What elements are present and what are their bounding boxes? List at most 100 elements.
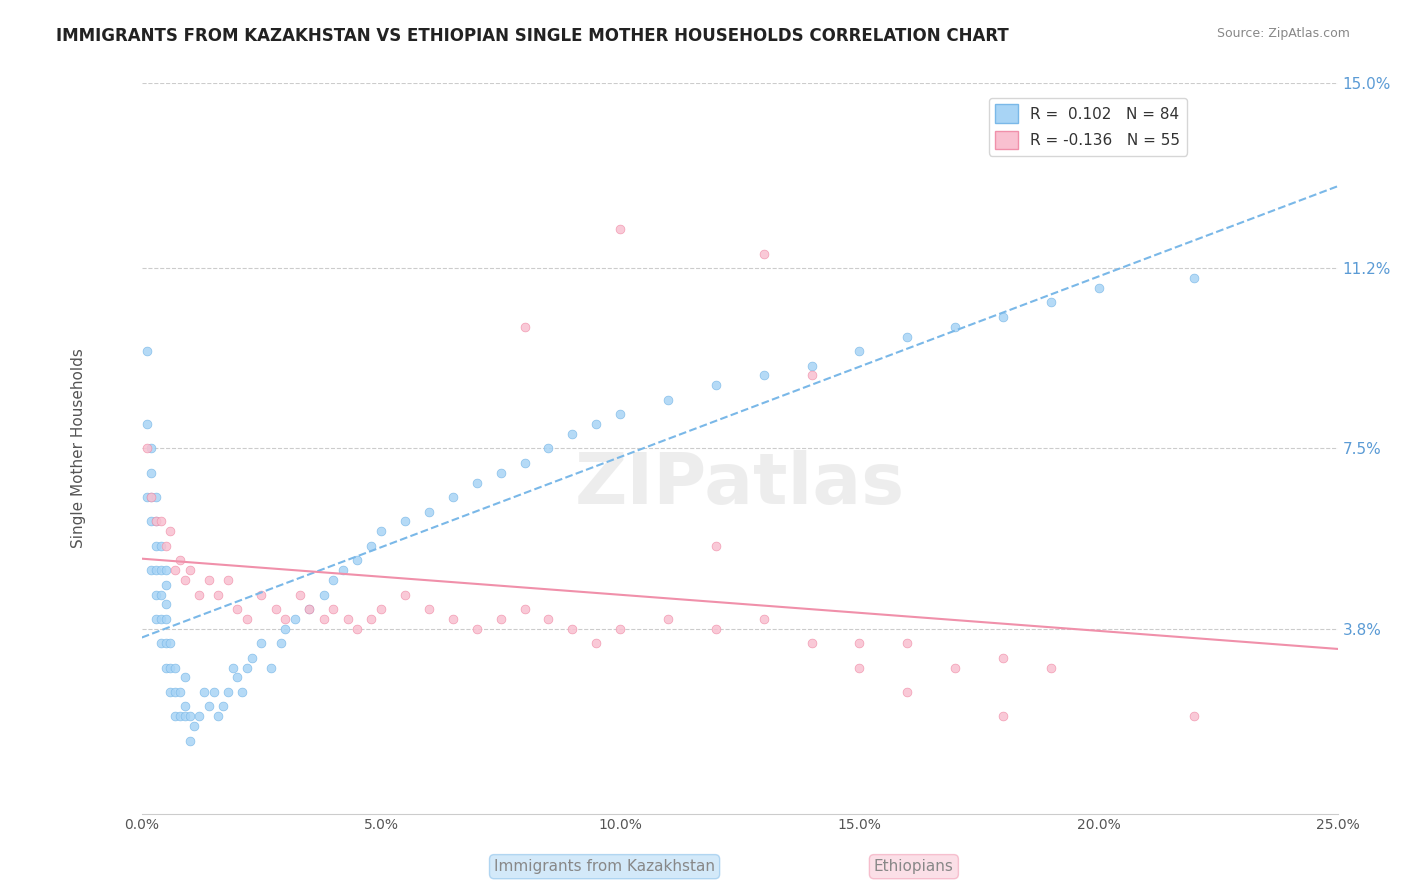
Point bbox=[800, 636, 823, 650]
Text: ZIPatlas: ZIPatlas bbox=[575, 450, 905, 519]
Point bbox=[609, 622, 631, 636]
Point bbox=[704, 622, 727, 636]
Point bbox=[155, 563, 177, 577]
Point bbox=[149, 612, 172, 626]
Point bbox=[159, 524, 181, 539]
Point bbox=[159, 685, 181, 699]
Point bbox=[322, 602, 344, 616]
Point bbox=[135, 417, 157, 432]
Point bbox=[169, 553, 191, 567]
Point bbox=[991, 310, 1014, 324]
Point bbox=[752, 612, 775, 626]
Point bbox=[274, 622, 297, 636]
Point bbox=[1182, 709, 1205, 723]
Point bbox=[221, 660, 243, 674]
Point bbox=[896, 636, 918, 650]
Point bbox=[284, 612, 307, 626]
Point bbox=[489, 612, 512, 626]
Point bbox=[394, 515, 416, 529]
Point bbox=[155, 612, 177, 626]
Point bbox=[179, 709, 201, 723]
Point bbox=[360, 612, 382, 626]
Point bbox=[188, 587, 211, 601]
Point bbox=[896, 685, 918, 699]
Point bbox=[513, 319, 536, 334]
Point bbox=[188, 709, 211, 723]
Point bbox=[173, 573, 195, 587]
Legend: R =  0.102   N = 84, R = -0.136   N = 55: R = 0.102 N = 84, R = -0.136 N = 55 bbox=[990, 98, 1187, 155]
Point bbox=[800, 368, 823, 383]
Point bbox=[537, 612, 560, 626]
Point bbox=[155, 597, 177, 611]
Point bbox=[155, 539, 177, 553]
Point bbox=[704, 378, 727, 392]
Point bbox=[360, 539, 382, 553]
Point bbox=[441, 490, 464, 504]
Text: IMMIGRANTS FROM KAZAKHSTAN VS ETHIOPIAN SINGLE MOTHER HOUSEHOLDS CORRELATION CHA: IMMIGRANTS FROM KAZAKHSTAN VS ETHIOPIAN … bbox=[56, 27, 1010, 45]
Point bbox=[336, 612, 359, 626]
Point bbox=[312, 612, 335, 626]
Point bbox=[465, 475, 488, 490]
Point bbox=[165, 685, 187, 699]
Point bbox=[159, 636, 181, 650]
Point bbox=[346, 553, 368, 567]
Point bbox=[141, 466, 163, 480]
Point bbox=[179, 733, 201, 747]
Point bbox=[207, 709, 229, 723]
Point bbox=[561, 426, 583, 441]
Point bbox=[135, 490, 157, 504]
Point bbox=[441, 612, 464, 626]
Point bbox=[149, 563, 172, 577]
Point bbox=[752, 368, 775, 383]
Point bbox=[370, 602, 392, 616]
Point bbox=[264, 602, 287, 616]
Point bbox=[141, 490, 163, 504]
Point bbox=[149, 515, 172, 529]
Point bbox=[165, 660, 187, 674]
Point bbox=[183, 719, 205, 733]
Point bbox=[155, 660, 177, 674]
Point bbox=[1182, 271, 1205, 285]
Point bbox=[141, 490, 163, 504]
Point bbox=[585, 636, 607, 650]
Point bbox=[149, 539, 172, 553]
Point bbox=[212, 699, 235, 714]
Point bbox=[513, 456, 536, 470]
Point bbox=[159, 660, 181, 674]
Point bbox=[848, 344, 870, 359]
Point bbox=[169, 685, 191, 699]
Point bbox=[1039, 660, 1062, 674]
Point bbox=[322, 573, 344, 587]
Point bbox=[537, 442, 560, 456]
Point bbox=[149, 636, 172, 650]
Point bbox=[145, 587, 167, 601]
Point bbox=[752, 247, 775, 261]
Point bbox=[236, 660, 259, 674]
Point bbox=[704, 539, 727, 553]
Point bbox=[193, 685, 215, 699]
Point bbox=[848, 636, 870, 650]
Point bbox=[197, 573, 219, 587]
Point bbox=[896, 329, 918, 343]
Point bbox=[226, 602, 249, 616]
Point bbox=[202, 685, 225, 699]
Point bbox=[236, 612, 259, 626]
Point bbox=[141, 515, 163, 529]
Point bbox=[609, 222, 631, 236]
Point bbox=[135, 344, 157, 359]
Point bbox=[513, 602, 536, 616]
Point bbox=[298, 602, 321, 616]
Point bbox=[155, 636, 177, 650]
Point bbox=[260, 660, 283, 674]
Point bbox=[394, 587, 416, 601]
Point bbox=[165, 709, 187, 723]
Point bbox=[585, 417, 607, 432]
Point bbox=[943, 319, 966, 334]
Text: Ethiopians: Ethiopians bbox=[875, 859, 953, 874]
Point bbox=[250, 636, 273, 650]
Point bbox=[991, 650, 1014, 665]
Point bbox=[179, 563, 201, 577]
Point bbox=[418, 505, 440, 519]
Point bbox=[217, 685, 239, 699]
Point bbox=[250, 587, 273, 601]
